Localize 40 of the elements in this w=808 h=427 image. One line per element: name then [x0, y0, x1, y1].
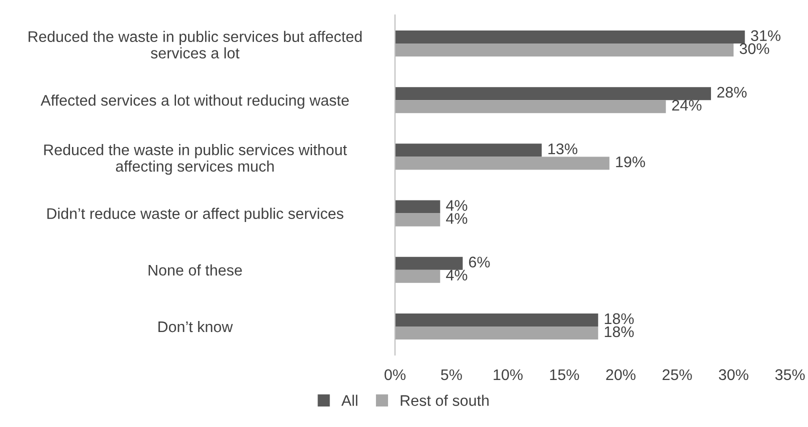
legend-label: All: [341, 394, 358, 406]
data-label: 4%: [446, 270, 468, 280]
bar: [395, 326, 598, 340]
x-tick-label: 0%: [384, 369, 406, 380]
y-tick-label: Don’t know: [158, 320, 233, 332]
x-tick-label: 35%: [775, 369, 805, 380]
y-tick-label: Reduced the waste in public services but affected services a lot: [28, 30, 362, 58]
x-tick-label: 5%: [441, 369, 462, 380]
y-tick-label: Affected services a lot without reducing waste: [40, 94, 349, 109]
x-tick-label: 10%: [494, 369, 523, 380]
data-label: 28%: [717, 86, 747, 98]
data-label: 18%: [604, 326, 634, 338]
data-label: 4%: [446, 213, 468, 224]
x-tick-label: 25%: [662, 369, 692, 380]
bar: [395, 314, 598, 327]
data-label: 13%: [548, 143, 578, 154]
bar: [395, 270, 440, 283]
legend-label: Rest of south: [400, 394, 489, 406]
bar: [395, 144, 542, 157]
bar: [395, 43, 734, 56]
bar: [395, 87, 711, 100]
x-tick-label: 30%: [718, 369, 748, 380]
bar: [395, 200, 440, 214]
x-tick-label: 15%: [550, 369, 580, 380]
data-label: 19%: [616, 156, 646, 168]
y-tick-label: Reduced the waste in public services without affecting services much: [44, 144, 347, 175]
bar: [395, 30, 745, 44]
data-label: 4%: [446, 200, 468, 211]
data-label: 6%: [469, 256, 490, 268]
x-tick-label: 20%: [606, 369, 636, 380]
bar: [395, 256, 463, 270]
bar: [395, 213, 440, 226]
bar: [395, 100, 666, 114]
data-label: 18%: [604, 313, 634, 324]
bar: [395, 156, 610, 170]
y-tick-label: None of these: [148, 264, 242, 276]
data-label: 30%: [740, 43, 770, 54]
data-label: 31%: [750, 30, 780, 42]
y-tick-label: Didn’t reduce waste or affect public services: [47, 208, 344, 222]
data-label: 24%: [672, 100, 702, 111]
